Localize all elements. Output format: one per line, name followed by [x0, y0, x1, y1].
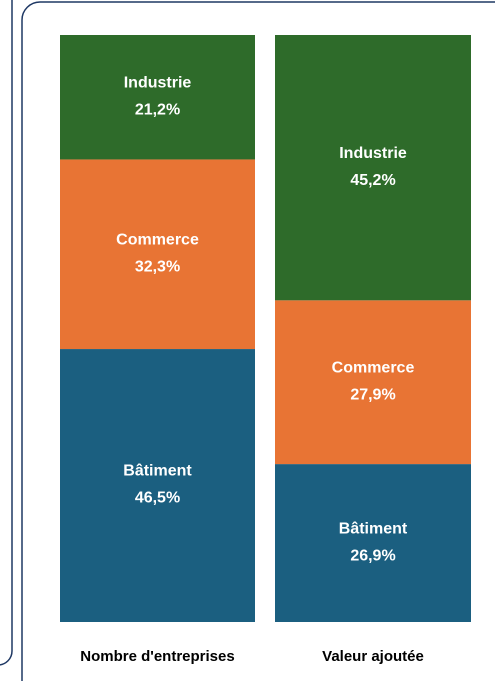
bar-segment [60, 35, 255, 160]
chart-frame [21, 1, 495, 681]
bar-segment [275, 464, 471, 622]
segment-name: Bâtiment [339, 520, 408, 537]
segment-value: 26,9% [350, 547, 395, 564]
bar-segment [60, 159, 255, 350]
segment-name: Commerce [332, 359, 415, 376]
bar-segment [60, 349, 255, 622]
x-tick-label: Nombre d'entreprises [80, 648, 234, 665]
segment-name: Industrie [124, 74, 192, 91]
segment-value: 21,2% [135, 101, 180, 118]
side-panel-frame [0, 0, 13, 666]
segment-name: Industrie [339, 145, 407, 162]
bar-segment [275, 35, 471, 301]
segment-value: 45,2% [350, 172, 395, 189]
segment-value: 46,5% [135, 490, 180, 507]
bar-segment [275, 300, 471, 465]
x-tick-label: Valeur ajoutée [322, 648, 424, 665]
segment-name: Bâtiment [123, 463, 192, 480]
segment-name: Commerce [116, 231, 199, 248]
segment-value: 32,3% [135, 258, 180, 275]
segment-value: 27,9% [350, 386, 395, 403]
